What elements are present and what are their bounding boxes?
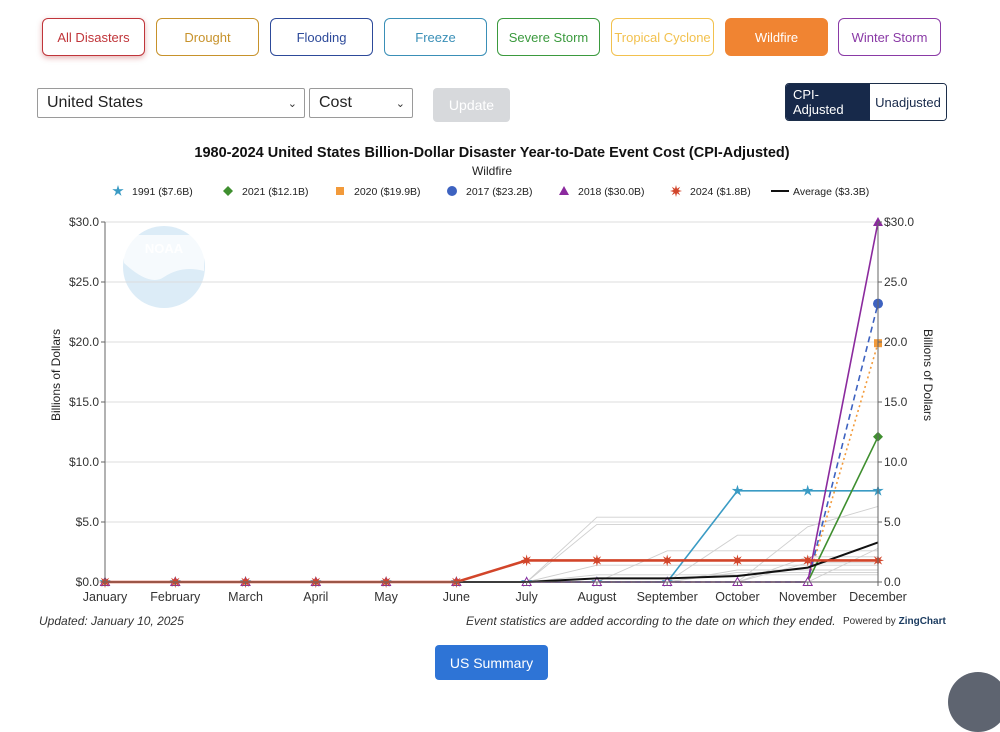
point [670, 185, 682, 197]
point [447, 186, 457, 196]
update-button[interactable]: Update [433, 88, 510, 122]
cpi-adjusted-button[interactable]: CPI-Adjusted [786, 84, 870, 120]
tab-flooding[interactable]: Flooding [270, 18, 373, 56]
noaa-logo: NOAA [123, 226, 205, 308]
y-tick-label: $20.0 [69, 335, 99, 349]
region-select-value: United States [47, 94, 144, 111]
x-tick-label: April [303, 590, 328, 604]
series-2018 [99, 217, 883, 586]
x-tick-label: July [516, 590, 539, 604]
legend-label: 2024 ($1.8B) [690, 186, 751, 198]
chart-axes: $0.0 0.0 $5.0 5.0 $10.0 10.0 $15.0 15.0 $20.0 20.… [69, 215, 914, 604]
x-tick-label: September [637, 590, 698, 604]
x-tick-label: March [228, 590, 263, 604]
noaa-logo-bird [124, 235, 204, 280]
point [590, 554, 603, 567]
x-tick-label: August [577, 590, 616, 604]
series-line [105, 489, 878, 583]
updated-date: Updated: January 10, 2025 [39, 614, 184, 628]
point [731, 554, 744, 567]
y-tick-label: $30.0 [69, 215, 99, 229]
series-line [105, 342, 879, 583]
x-tick-label: June [443, 590, 470, 604]
us-summary-button[interactable]: US Summary [435, 645, 548, 680]
legend-label: 2018 ($30.0B) [578, 186, 645, 198]
point [112, 185, 124, 196]
powered-by-text: Powered by [843, 616, 896, 627]
y-tick-label-right: 25.0 [884, 275, 908, 289]
background-year-line [105, 550, 878, 583]
cpi-toggle: CPI-Adjusted Unadjusted [785, 83, 947, 121]
y-tick-label-right: 0.0 [884, 575, 901, 589]
scroll-to-top-button[interactable] [948, 672, 1000, 732]
chart-title: 1980-2024 United States Billion-Dollar D… [194, 145, 789, 161]
x-tick-label: January [83, 590, 128, 604]
legend-label: 1991 ($7.6B) [132, 186, 193, 198]
y-axis-label-left: Billions of Dollars [49, 329, 63, 421]
zingchart-link[interactable]: ZingChart [898, 616, 946, 627]
tab-all-disasters[interactable]: All Disasters [42, 18, 145, 56]
y-tick-label-right: 5.0 [884, 515, 901, 529]
y-tick-label-right: $30.0 [884, 215, 914, 229]
y-tick-label-right: 15.0 [884, 395, 908, 409]
chart-gridlines [105, 221, 878, 583]
powered-by: Powered by ZingChart [843, 616, 946, 627]
tab-freeze[interactable]: Freeze [384, 18, 487, 56]
chart-subtitle: Wildfire [472, 164, 512, 178]
unadjusted-button[interactable]: Unadjusted [870, 84, 946, 120]
chart-note: Event statistics are added according to … [466, 614, 836, 628]
point [559, 186, 569, 195]
y-tick-label: $15.0 [69, 395, 99, 409]
series-line [105, 303, 879, 583]
metric-select[interactable]: Cost ⌄ [309, 88, 413, 118]
tab-winter-storm[interactable]: Winter Storm [838, 18, 941, 56]
y-tick-label: $25.0 [69, 275, 99, 289]
series-line [105, 559, 878, 584]
point [661, 554, 674, 567]
legend-label: Average ($3.3B) [793, 186, 869, 198]
point [731, 484, 744, 496]
legend-label: 2021 ($12.1B) [242, 186, 309, 198]
noaa-logo-text: NOAA [145, 241, 184, 256]
point [336, 187, 344, 195]
x-tick-label: December [849, 590, 907, 604]
x-tick-label: November [779, 590, 837, 604]
x-tick-label: October [715, 590, 759, 604]
chevron-down-icon: ⌄ [287, 98, 297, 110]
y-tick-label: $0.0 [76, 575, 100, 589]
point [223, 186, 233, 196]
point [801, 554, 814, 567]
tab-drought[interactable]: Drought [156, 18, 259, 56]
y-tick-label-right: 10.0 [884, 455, 908, 469]
point [520, 554, 533, 567]
region-select[interactable]: United States ⌄ [37, 88, 305, 118]
x-tick-label: May [374, 590, 398, 604]
tab-tropical-cyclone[interactable]: Tropical Cyclone [611, 18, 714, 56]
chart-legend: 1991 ($7.6B) 2021 ($12.1B) 2020 ($19.9B) 20… [112, 185, 869, 198]
chevron-down-icon: ⌄ [395, 98, 405, 110]
series-2020 [105, 339, 882, 583]
series-2017 [105, 298, 883, 583]
y-tick-label-right: 20.0 [884, 335, 908, 349]
tab-severe-storm[interactable]: Severe Storm [497, 18, 600, 56]
cost-line-chart: 1980-2024 United States Billion-Dollar D… [49, 145, 935, 604]
tab-wildfire[interactable]: Wildfire [725, 18, 828, 56]
point [802, 484, 814, 496]
legend-label: 2020 ($19.9B) [354, 186, 421, 198]
metric-select-value: Cost [319, 94, 352, 111]
y-tick-label: $5.0 [76, 515, 100, 529]
x-tick-label: February [150, 590, 201, 604]
y-tick-label: $10.0 [69, 455, 99, 469]
legend-label: 2017 ($23.2B) [466, 186, 533, 198]
y-axis-label-right: Billions of Dollars [921, 329, 935, 421]
